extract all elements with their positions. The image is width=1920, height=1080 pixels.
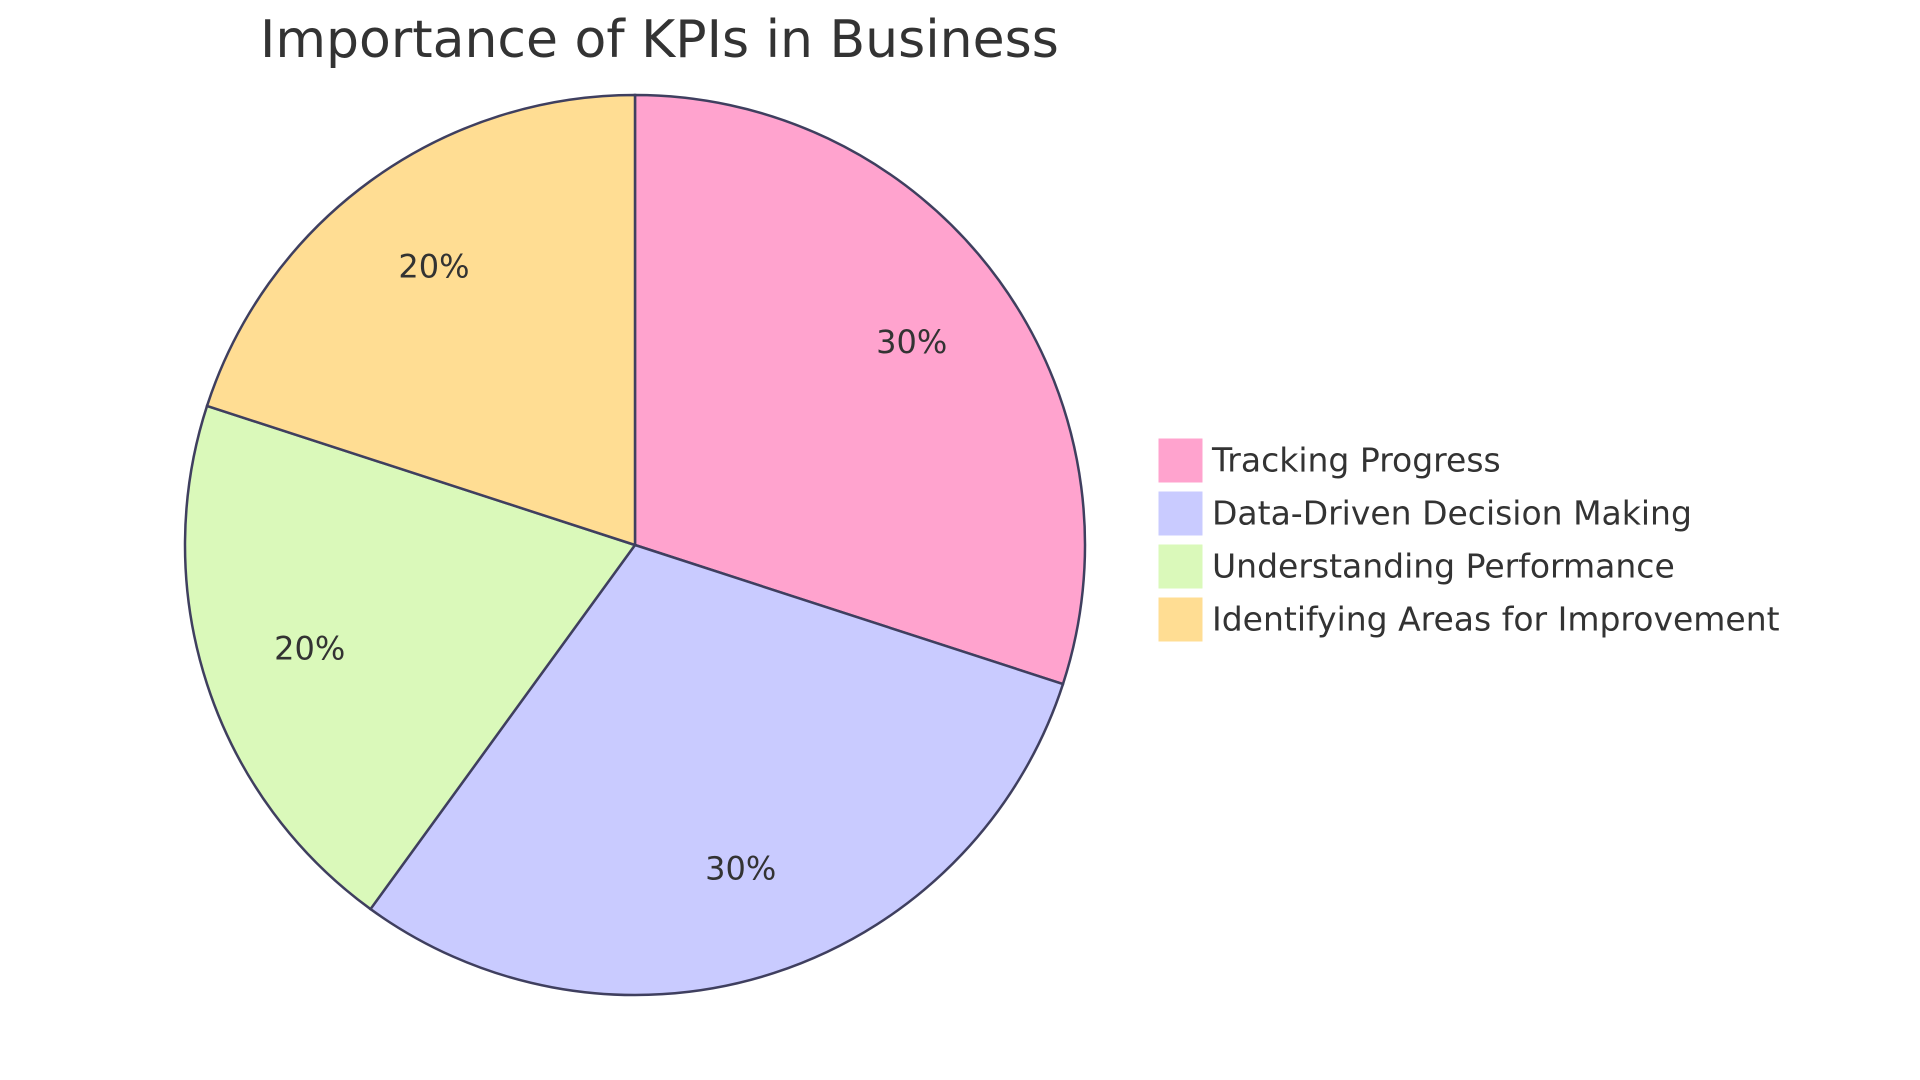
slice-label: 30% xyxy=(705,849,776,887)
legend-label: Identifying Areas for Improvement xyxy=(1212,600,1780,639)
legend-swatch xyxy=(1157,490,1204,537)
legend-label: Understanding Performance xyxy=(1212,547,1675,586)
pie-slice xyxy=(183,404,638,911)
slice-label: 20% xyxy=(398,247,469,285)
chart-title: Importance of KPIs in Business xyxy=(260,10,1059,70)
pie-slice xyxy=(633,93,1087,686)
legend-swatch xyxy=(1157,437,1204,484)
legend-label: Tracking Progress xyxy=(1211,441,1501,480)
legend-swatch xyxy=(1157,596,1204,643)
slice-label: 30% xyxy=(876,323,947,361)
legend-label: Data-Driven Decision Making xyxy=(1212,494,1692,533)
pie-slice xyxy=(368,543,1065,997)
legend-swatch xyxy=(1157,543,1204,590)
slice-label: 20% xyxy=(274,630,345,668)
pie-slice xyxy=(205,93,637,547)
